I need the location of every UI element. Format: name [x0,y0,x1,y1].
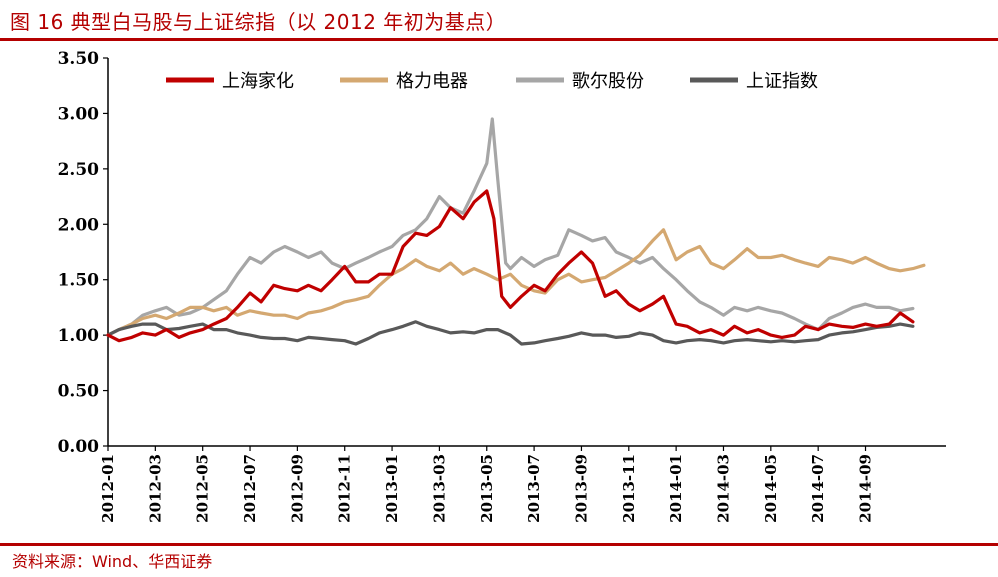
x-tick-label: 2013-01 [383,454,401,523]
x-tick-label: 2012-09 [288,454,306,523]
series-line-3 [106,320,915,346]
x-tick-label: 2013-11 [620,454,638,523]
series-line-1 [106,228,926,337]
y-tick-label: 0.00 [58,437,100,457]
legend-label: 上证指数 [746,71,818,92]
y-tick-label: 1.00 [58,326,100,346]
x-tick-label: 2014-01 [667,454,685,523]
x-tick-label: 2013-03 [430,454,448,523]
x-tick-label: 2014-05 [762,454,780,523]
title-rule [0,38,998,41]
y-tick-label: 3.00 [58,104,100,124]
x-tick-label: 2014-03 [714,454,732,523]
x-tick-label: 2014-07 [809,454,827,523]
chart-legend: 上海家化 格力电器 歌尔股份 上证指数 [166,71,818,92]
legend-label: 格力电器 [396,71,468,92]
legend-label: 歌尔股份 [572,71,644,92]
x-tick-label: 2012-05 [194,454,212,523]
x-tick-label: 2013-07 [525,454,543,523]
figure-title: 图 16 典型白马股与上证综指（以 2012 年初为基点） [10,10,507,34]
x-tick-label: 2014-09 [857,454,875,523]
source-rule [0,543,998,546]
chart-series [106,117,926,346]
x-tick-label: 2012-07 [241,454,259,523]
x-tick-label: 2013-09 [572,454,590,523]
y-tick-label: 2.50 [58,160,100,180]
x-tick-label: 2012-11 [336,454,354,523]
y-tick-label: 1.50 [58,271,100,291]
x-tick-label: 2012-01 [99,454,117,523]
x-tick-label: 2013-05 [478,454,496,523]
chart-axes: 0.00 0.50 1.00 1.50 2.00 2.50 3.00 3.50 2012-01 2… [58,49,946,523]
x-tick-label: 2012-03 [146,454,164,523]
series-line-0 [106,189,915,343]
source-note: 资料来源：Wind、华西证券 [12,552,213,571]
y-tick-label: 2.00 [58,215,100,235]
series-line-2 [106,117,915,337]
y-tick-label: 0.50 [58,382,100,402]
legend-label: 上海家化 [222,71,294,92]
y-tick-label: 3.50 [58,49,100,69]
